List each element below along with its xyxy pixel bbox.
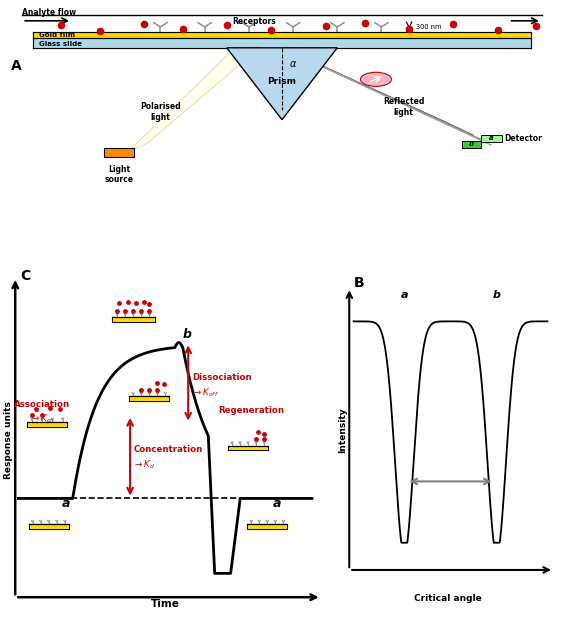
Point	[129, 306, 138, 316]
Text: Concentration: Concentration	[133, 445, 202, 453]
Point	[260, 434, 269, 444]
Text: Light
source: Light source	[104, 165, 134, 184]
Point	[137, 306, 146, 316]
Point	[139, 19, 148, 29]
Text: Detector: Detector	[504, 134, 542, 143]
Point	[145, 306, 154, 316]
Point	[360, 18, 369, 28]
Text: Receptors: Receptors	[232, 17, 276, 26]
Point	[145, 385, 154, 395]
Point	[56, 20, 65, 30]
FancyBboxPatch shape	[104, 147, 134, 157]
Text: b: b	[469, 141, 474, 147]
Text: Association: Association	[14, 399, 70, 408]
Point	[321, 22, 331, 31]
Text: b: b	[183, 328, 192, 341]
Point	[145, 299, 154, 309]
Text: Response units: Response units	[4, 402, 13, 479]
FancyBboxPatch shape	[481, 135, 502, 142]
Point	[123, 297, 132, 307]
Text: b: b	[493, 289, 501, 299]
Text: Analyte flow: Analyte flow	[22, 8, 76, 17]
FancyBboxPatch shape	[461, 141, 481, 148]
Text: a: a	[273, 497, 281, 510]
Text: $\alpha$: $\alpha$	[289, 59, 297, 69]
Text: $\rightarrow K_{on}$: $\rightarrow K_{on}$	[30, 413, 55, 425]
Point	[37, 410, 46, 420]
Text: Glass slide: Glass slide	[39, 41, 82, 46]
Text: $\rightarrow K_{off}$: $\rightarrow K_{off}$	[192, 387, 219, 399]
Point	[32, 404, 41, 414]
Text: Regeneration: Regeneration	[218, 407, 284, 415]
Text: C: C	[20, 270, 30, 283]
Point	[266, 25, 275, 35]
Text: 300 nm: 300 nm	[416, 24, 441, 30]
Point	[95, 27, 104, 36]
Text: Dissociation: Dissociation	[192, 373, 252, 382]
Point	[493, 25, 502, 35]
Point	[253, 427, 262, 437]
Text: Time: Time	[151, 599, 180, 609]
Point	[178, 24, 187, 34]
Point	[153, 385, 162, 395]
Point	[114, 298, 124, 308]
Point	[532, 22, 541, 31]
Point	[259, 429, 268, 439]
Text: Prism: Prism	[267, 77, 297, 86]
Text: a: a	[400, 289, 408, 299]
Point	[159, 379, 168, 389]
Text: B: B	[354, 276, 364, 291]
Text: Gold film: Gold film	[39, 32, 75, 38]
Point	[121, 306, 130, 316]
Polygon shape	[127, 48, 260, 152]
Point	[449, 19, 458, 29]
Point	[113, 306, 122, 316]
Text: $\rightarrow K_d$: $\rightarrow K_d$	[133, 458, 156, 471]
Text: Critical angle: Critical angle	[415, 594, 482, 603]
Text: Intensity: Intensity	[338, 407, 347, 453]
Point	[252, 434, 261, 444]
Circle shape	[360, 72, 391, 86]
Point	[132, 298, 141, 308]
Point	[136, 385, 146, 395]
Text: Polarised
light: Polarised light	[140, 102, 180, 122]
Point	[222, 20, 231, 30]
Text: a: a	[489, 135, 494, 141]
Text: Reflected
light: Reflected light	[383, 97, 424, 117]
Point	[27, 410, 36, 420]
Point	[55, 404, 64, 414]
Point	[404, 24, 413, 34]
Polygon shape	[227, 48, 337, 120]
Point	[140, 297, 149, 307]
Point	[153, 378, 162, 387]
Text: a: a	[62, 497, 70, 510]
Point	[46, 402, 55, 412]
Text: A: A	[11, 59, 22, 73]
